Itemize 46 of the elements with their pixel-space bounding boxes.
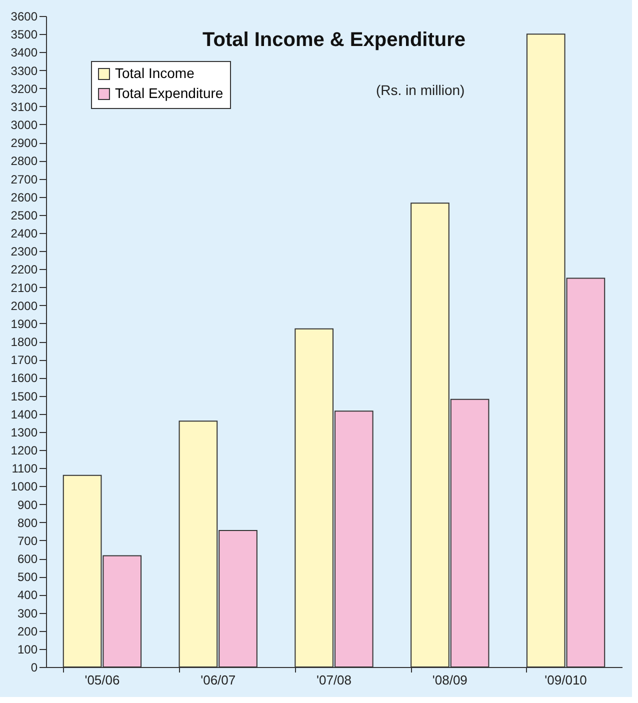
y-tick-label: 2700 (10, 172, 38, 186)
y-tick-label: 1800 (10, 335, 38, 349)
x-tick-label: '05/06 (84, 672, 120, 688)
y-tick-label: 1500 (10, 389, 38, 404)
y-tick-label: 0 (30, 660, 38, 674)
y-tick-label: 500 (17, 570, 38, 584)
y-tick-label: 1300 (10, 425, 38, 440)
y-tick-label: 3400 (10, 46, 38, 60)
y-tick-label: 2100 (10, 280, 38, 295)
y-tick-label: 1100 (12, 462, 38, 476)
y-tick-label: 1900 (10, 316, 38, 331)
y-tick-label: 700 (17, 534, 38, 548)
y-tick-label: 100 (17, 642, 38, 656)
text: Total Income & Expenditure (202, 29, 466, 51)
y-tick-label: 3000 (10, 118, 38, 132)
y-tick-label: 900 (17, 498, 38, 512)
y-tick-label: 3200 (10, 82, 38, 96)
y-tick-label: 1000 (10, 480, 38, 494)
y-tick-label: 400 (17, 588, 38, 602)
x-tick-label: '08/09 (432, 672, 468, 688)
y-tick-label: 2800 (10, 154, 38, 168)
x-tick-label: '06/07 (200, 672, 236, 688)
y-tick-label: 800 (17, 516, 38, 530)
y-tick-label: 200 (17, 624, 38, 638)
y-tick-label: 2000 (10, 298, 38, 313)
x-tick-label: '07/08 (316, 672, 352, 688)
y-tick-label: 600 (17, 552, 38, 566)
y-tick-label: 3500 (10, 28, 38, 42)
y-tick-label: 2600 (10, 190, 38, 204)
legend-label: Total Expenditure (115, 85, 224, 101)
y-tick-label: 2500 (10, 208, 38, 222)
y-tick-label: 1200 (10, 444, 38, 458)
y-tick-label: 1700 (10, 353, 38, 368)
y-tick-label: 2200 (10, 262, 38, 277)
y-tick-label: 3100 (10, 100, 38, 114)
legend-label: Total Income (115, 65, 195, 81)
y-tick-label: 3300 (10, 64, 38, 78)
y-tick-label: 2400 (10, 226, 38, 240)
y-tick-label: 1400 (10, 407, 38, 422)
y-tick-label: 2300 (10, 244, 38, 259)
y-tick-label: 1600 (10, 371, 38, 386)
x-tick-label: '09/010 (544, 672, 587, 688)
y-tick-label: 2900 (10, 136, 38, 150)
y-tick-label: 3600 (10, 10, 38, 24)
annotation: (Rs. in million) (376, 82, 465, 98)
y-tick-label: 300 (17, 606, 38, 620)
